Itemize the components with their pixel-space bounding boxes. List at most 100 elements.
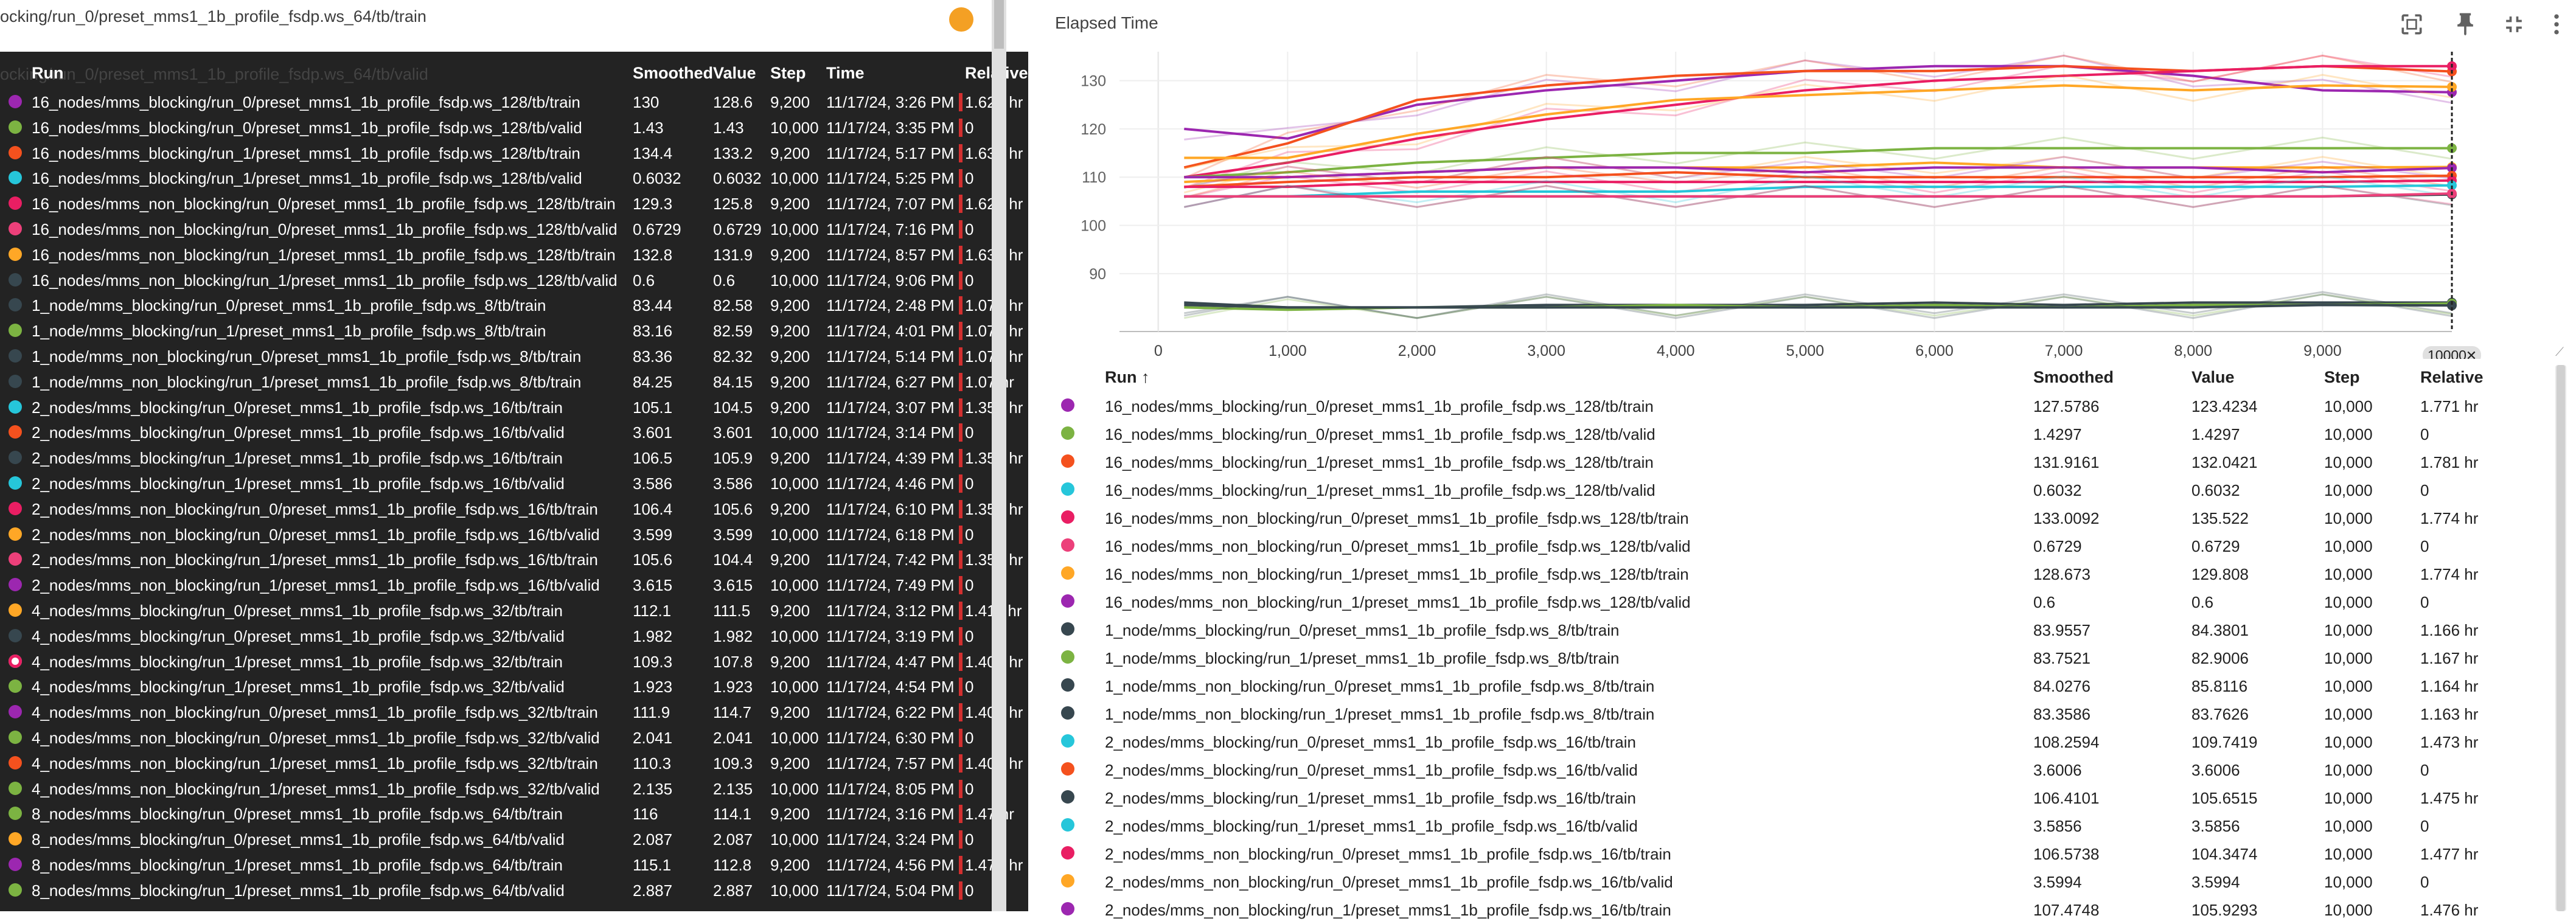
table-row[interactable]: 2_nodes/mms_blocking/run_0/preset_mms1_1… xyxy=(1028,728,2549,756)
cell-value: 0.6 xyxy=(2191,593,2214,611)
cell-smoothed: 0.6 xyxy=(633,271,655,290)
table-row[interactable]: 1_node/mms_blocking/run_0/preset_mms1_1b… xyxy=(1028,616,2549,644)
cell-smoothed: 0.6729 xyxy=(633,220,681,238)
run-color-dot xyxy=(9,95,22,108)
cell-run: 16_nodes/mms_blocking/run_0/preset_mms1_… xyxy=(1105,397,1654,415)
table-row[interactable]: 1_node/mms_blocking/run_1/preset_mms1_1b… xyxy=(1028,644,2549,672)
table-row[interactable]: 2_nodes/mms_non_blocking/run_0/preset_mm… xyxy=(1028,840,2549,868)
cell-value: 1.4297 xyxy=(2191,425,2240,443)
series-raw-line xyxy=(1184,293,2452,319)
cell-smoothed: 3.5994 xyxy=(2033,873,2082,891)
scalar-card: Elapsed Time 90 100 110 120 130 0 1,000 2,000 3… xyxy=(1028,0,2576,919)
card-title: Elapsed Time xyxy=(1055,13,1158,32)
run-color-dot xyxy=(9,883,22,897)
cell-value: 82.32 xyxy=(713,347,753,366)
cell-step: 10,000 xyxy=(2324,705,2373,723)
table-row[interactable]: 2_nodes/mms_blocking/run_1/preset_mms1_1… xyxy=(1028,784,2549,812)
cell-run: 16_nodes/mms_blocking/run_1/preset_mms1_… xyxy=(32,169,582,188)
series-raw-line xyxy=(1184,293,2452,319)
cell-relative: 0 xyxy=(965,729,974,747)
fullscreen-icon[interactable] xyxy=(2501,11,2527,44)
close-icon: ✕ xyxy=(2466,348,2477,359)
cell-step: 10,000 xyxy=(2324,593,2373,611)
cell-value: 1.982 xyxy=(713,627,753,645)
cell-step: 9,200 xyxy=(770,245,810,264)
pin-icon[interactable] xyxy=(2452,11,2479,44)
cell-step: 10,000 xyxy=(2324,509,2373,527)
cell-run: 4_nodes/mms_blocking/run_1/preset_mms1_1… xyxy=(32,678,565,696)
table-row[interactable]: 16_nodes/mms_non_blocking/run_0/preset_m… xyxy=(1028,532,2549,560)
cell-step: 9,200 xyxy=(770,551,810,569)
cell-step: 10,000 xyxy=(2324,733,2373,751)
resize-handle-icon[interactable]: ⟋ xyxy=(2555,346,2564,359)
relative-marker xyxy=(959,525,963,544)
cell-relative: 0 xyxy=(2420,761,2429,779)
cell-smoothed: 84.0276 xyxy=(2033,677,2090,695)
cell-step: 9,200 xyxy=(770,499,810,518)
run-color-dot xyxy=(1061,678,1074,692)
relative-marker xyxy=(959,602,963,620)
left-scrollbar-thumb[interactable] xyxy=(994,0,1004,49)
more-vert-icon[interactable] xyxy=(2543,11,2570,44)
th-relative[interactable]: Relative xyxy=(2420,368,2484,386)
table-row[interactable]: 1_node/mms_non_blocking/run_0/preset_mms… xyxy=(1028,672,2549,700)
cell-relative: 0 xyxy=(965,830,974,849)
series-end-point xyxy=(2447,180,2457,190)
cell-step: 10,000 xyxy=(2324,481,2373,499)
cell-step: 10,000 xyxy=(770,220,819,238)
table-row[interactable]: 16_nodes/mms_blocking/run_1/preset_mms1_… xyxy=(1028,448,2549,476)
fit-view-icon[interactable] xyxy=(2398,11,2425,44)
cell-smoothed: 115.1 xyxy=(633,856,672,874)
tooltip-row: 16_nodes/mms_blocking/run_0/preset_mms1_… xyxy=(0,115,1028,141)
cell-run: 16_nodes/mms_blocking/run_1/preset_mms1_… xyxy=(1105,453,1654,471)
cell-value: 105.6515 xyxy=(2191,789,2258,807)
run-color-dot xyxy=(1061,482,1074,496)
th-value[interactable]: Value xyxy=(2191,368,2235,386)
cell-time: 11/17/24, 8:05 PM xyxy=(826,779,955,798)
cell-smoothed: 130 xyxy=(633,93,660,111)
right-scrollbar-thumb[interactable] xyxy=(2557,365,2565,911)
run-color-dot xyxy=(9,120,22,134)
cell-value: 2.041 xyxy=(713,729,753,747)
series-raw-line xyxy=(1183,156,2452,194)
line-chart[interactable]: 90 100 110 120 130 0 1,000 2,000 3,000 4,000 5,00… xyxy=(1028,52,2576,359)
cell-smoothed: 106.5 xyxy=(633,449,673,468)
th-run[interactable]: Run ↑ xyxy=(1105,368,1150,386)
tooltip-row: 4_nodes/mms_blocking/run_1/preset_mms1_1… xyxy=(0,649,1028,675)
tooltip-row: 2_nodes/mms_non_blocking/run_1/preset_mm… xyxy=(0,572,1028,598)
table-row[interactable]: 16_nodes/mms_non_blocking/run_1/preset_m… xyxy=(1028,560,2549,588)
cell-value: 135.522 xyxy=(2191,509,2249,527)
cell-step: 10,000 xyxy=(770,525,819,544)
cell-value: 3.586 xyxy=(713,474,753,493)
table-row[interactable]: 1_node/mms_non_blocking/run_1/preset_mms… xyxy=(1028,700,2549,728)
table-row[interactable]: 16_nodes/mms_non_blocking/run_1/preset_m… xyxy=(1028,588,2549,616)
tooltip-row: 16_nodes/mms_blocking/run_1/preset_mms1_… xyxy=(0,141,1028,166)
cell-smoothed: 111.9 xyxy=(633,703,670,722)
relative-marker xyxy=(959,576,963,595)
table-row[interactable]: 16_nodes/mms_blocking/run_0/preset_mms1_… xyxy=(1028,420,2549,448)
th-step[interactable]: Step xyxy=(2324,368,2360,386)
table-row[interactable]: 2_nodes/mms_blocking/run_1/preset_mms1_1… xyxy=(1028,812,2549,840)
cell-time: 11/17/24, 4:39 PM xyxy=(826,449,955,468)
cell-smoothed: 83.9557 xyxy=(2033,621,2090,639)
cell-value: 105.9 xyxy=(713,449,753,468)
cell-step: 9,200 xyxy=(770,703,810,722)
table-row[interactable]: 16_nodes/mms_blocking/run_0/preset_mms1_… xyxy=(1028,392,2549,420)
cell-value: 104.5 xyxy=(713,398,753,417)
series-raw-line xyxy=(1184,170,2452,198)
tooltip-row: 8_nodes/mms_blocking/run_0/preset_mms1_1… xyxy=(0,827,1028,852)
table-row[interactable]: 16_nodes/mms_non_blocking/run_0/preset_m… xyxy=(1028,504,2549,532)
cell-value: 128.6 xyxy=(713,93,753,111)
table-row[interactable]: 2_nodes/mms_non_blocking/run_1/preset_mm… xyxy=(1028,896,2549,924)
th-smoothed[interactable]: Smoothed xyxy=(2033,368,2114,386)
relative-marker xyxy=(959,423,963,442)
table-row[interactable]: 2_nodes/mms_non_blocking/run_0/preset_mm… xyxy=(1028,868,2549,896)
cell-run: 2_nodes/mms_blocking/run_1/preset_mms1_1… xyxy=(32,474,565,493)
cell-smoothed: 2.887 xyxy=(633,881,673,900)
left-scrollbar[interactable] xyxy=(992,0,1006,911)
run-color-dot xyxy=(1061,902,1074,915)
cell-time: 11/17/24, 7:49 PM xyxy=(826,576,955,595)
table-row[interactable]: 16_nodes/mms_blocking/run_1/preset_mms1_… xyxy=(1028,476,2549,504)
run-color-dot xyxy=(9,324,22,338)
table-row[interactable]: 2_nodes/mms_blocking/run_0/preset_mms1_1… xyxy=(1028,756,2549,784)
